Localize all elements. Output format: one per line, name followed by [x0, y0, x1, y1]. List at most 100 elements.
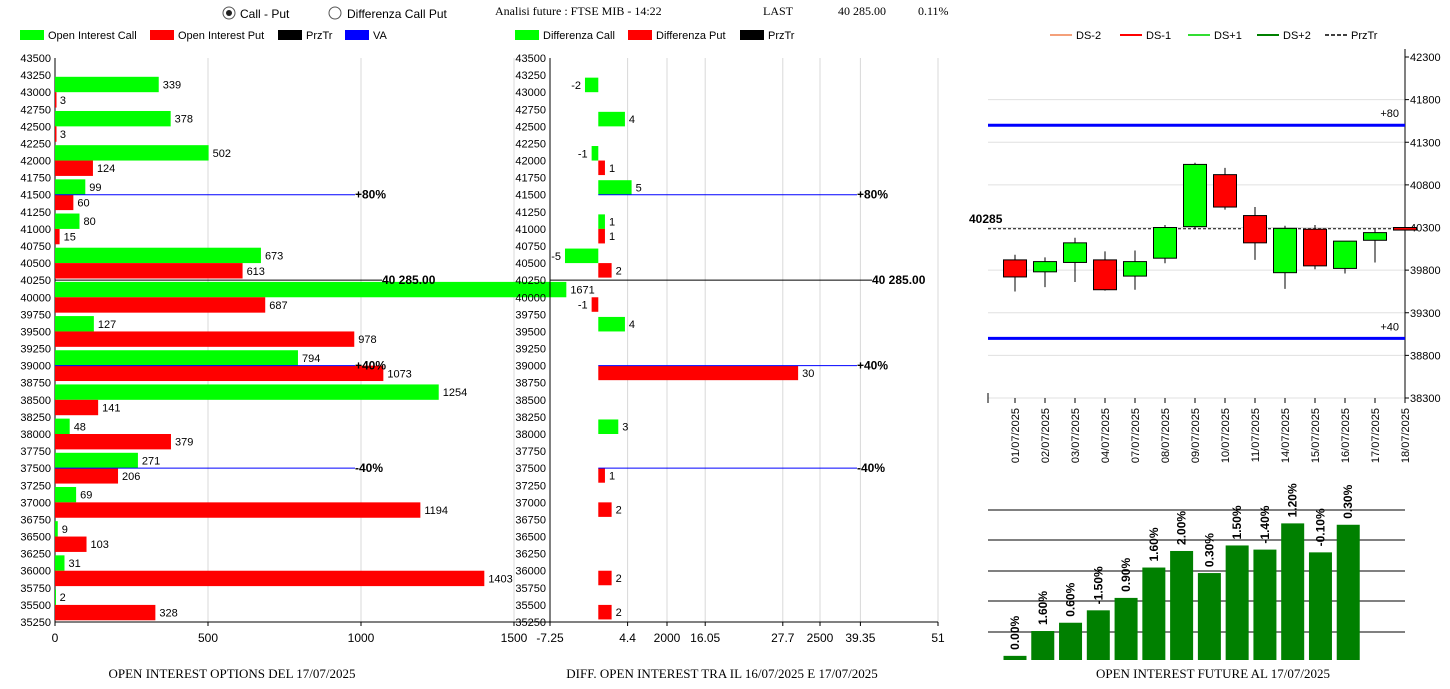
- call-bar: [55, 589, 56, 605]
- put-value-label: 379: [175, 437, 193, 449]
- oi-future-bar: [1086, 610, 1110, 660]
- call-value-label: 9: [62, 524, 68, 536]
- oi-future-bar: [1003, 655, 1027, 660]
- diff-value-label: 5: [636, 182, 642, 194]
- legend-va-label: VA: [373, 30, 388, 42]
- bar-chart-title: OPEN INTEREST FUTURE AL 17/07/2025: [1096, 666, 1330, 681]
- put-diff-bar: [598, 502, 612, 517]
- diff-value-label: 1: [609, 163, 615, 175]
- strike-tick-label: 38750: [515, 378, 546, 390]
- legend-ds+2-label: DS+2: [1283, 30, 1311, 42]
- mid-chart-title: DIFF. OPEN INTEREST TRA IL 16/07/2025 E …: [566, 666, 877, 681]
- last-value: 40 285.00: [838, 4, 886, 18]
- strike-tick-label: 42500: [20, 121, 51, 133]
- strike-tick-label: 41750: [20, 173, 51, 185]
- strike-tick-label: 37500: [20, 463, 51, 475]
- legend-diffput-label: Differenza Put: [656, 30, 726, 42]
- oi-future-bar: [1059, 622, 1083, 660]
- put-value-label: 1403: [488, 573, 512, 585]
- call-bar: [55, 316, 94, 332]
- put-bar: [55, 502, 421, 518]
- candle-body: [1213, 174, 1237, 208]
- legend-middle: Differenza Call Differenza Put PrzTr: [515, 30, 795, 42]
- y-tick-label: 40300: [1410, 223, 1441, 235]
- date-tick-label: 01/07/2025: [1010, 408, 1022, 463]
- put-value-label: 15: [64, 232, 76, 244]
- put-bar: [55, 228, 60, 245]
- put-diff-bar: [598, 468, 605, 483]
- oi-future-bar: [1031, 631, 1055, 660]
- strike-tick-label: 43500: [20, 53, 51, 65]
- strike-tick-label: 36500: [515, 532, 546, 544]
- oi-future-bar-label: -0.10%: [1313, 508, 1327, 546]
- strike-tick-label: 42250: [20, 138, 51, 150]
- strike-tick-label: 38500: [20, 395, 51, 407]
- call-value-label: 69: [80, 490, 92, 502]
- strike-tick-label: 40250: [515, 275, 546, 287]
- strike-tick-label: 37000: [515, 497, 546, 509]
- candlestick-chart: 42300 41800 41300 40800 40300 39800 39300 38800…: [969, 49, 1441, 463]
- legend-prztr-swatch: [278, 30, 302, 40]
- legend-put-label: Open Interest Put: [178, 30, 264, 42]
- legend-diffcall-label: Differenza Call: [543, 30, 615, 42]
- strike-tick-label: 39000: [515, 361, 546, 373]
- strike-tick-label: 36000: [515, 566, 546, 578]
- strike-tick-label: 36500: [20, 532, 51, 544]
- oi-future-bar-label: 0.00%: [1008, 616, 1022, 650]
- radio-differenza[interactable]: Differenza Call Put: [328, 6, 447, 21]
- date-tick-label: 11/07/2025: [1250, 408, 1262, 462]
- legend-put-swatch: [150, 30, 174, 40]
- x-tick-label: 500: [198, 631, 218, 645]
- diff-value-label: -1: [578, 300, 588, 312]
- date-tick-label: 03/07/2025: [1070, 408, 1082, 463]
- date-tick-label: 17/07/2025: [1370, 408, 1382, 463]
- put-diff-bar: [598, 228, 605, 244]
- call-bar: [55, 452, 138, 469]
- call-value-label: 673: [265, 250, 283, 262]
- oi-future-bar-label: 0.60%: [1064, 582, 1078, 616]
- strike-tick-label: 36750: [20, 514, 51, 526]
- reference-line-label: +40%: [857, 359, 888, 373]
- band-label: +80: [1380, 108, 1399, 120]
- radio-call-put[interactable]: Call - Put: [222, 6, 290, 21]
- call-value-label: 48: [74, 421, 86, 433]
- call-bar: [55, 76, 159, 93]
- candle-body: [1303, 228, 1327, 267]
- put-bar: [55, 194, 74, 211]
- strike-tick-label: 40750: [515, 241, 546, 253]
- strike-tick-label: 38750: [20, 378, 51, 390]
- header-title: Analisi future : FTSE MIB - 14:22: [495, 4, 662, 18]
- strike-tick-label: 37250: [20, 480, 51, 492]
- candle-body: [1363, 232, 1387, 241]
- x-tick-label: 1500: [501, 631, 528, 645]
- legend-diffcall-swatch: [515, 30, 539, 40]
- strike-tick-label: 38250: [20, 412, 51, 424]
- last-label: LAST: [763, 4, 794, 18]
- strike-tick-label: 38000: [20, 429, 51, 441]
- put-bar: [55, 604, 156, 621]
- strike-tick-label: 39250: [20, 344, 51, 356]
- strike-tick-label: 37750: [515, 446, 546, 458]
- candle-body: [1093, 259, 1117, 291]
- oi-future-bar: [1114, 597, 1138, 660]
- strike-tick-label: 41500: [20, 190, 51, 202]
- strike-tick-label: 43500: [515, 53, 546, 65]
- legend-right: DS-2 DS-1 DS+1 DS+2 PrzTr: [1050, 30, 1378, 42]
- legend-va-swatch: [345, 30, 369, 40]
- diff-value-label: 1: [609, 470, 615, 482]
- diff-value-label: 1: [609, 231, 615, 243]
- oi-future-bar: [1253, 549, 1277, 660]
- strike-tick-label: 42000: [515, 156, 546, 168]
- call-value-label: 2: [60, 592, 66, 604]
- strike-tick-label: 36250: [515, 549, 546, 561]
- oi-future-bar: [1170, 550, 1194, 660]
- strike-tick-label: 42500: [515, 121, 546, 133]
- strike-tick-label: 40000: [20, 292, 51, 304]
- strike-tick-label: 35500: [515, 600, 546, 612]
- strike-tick-label: 41750: [515, 173, 546, 185]
- legend-ds-2-label: DS-2: [1076, 30, 1101, 42]
- diff-value-label: 4: [629, 319, 635, 331]
- strike-tick-label: 42250: [515, 138, 546, 150]
- oi-future-bar-label: 1.50%: [1230, 505, 1244, 539]
- y-tick-label: 42300: [1410, 52, 1441, 64]
